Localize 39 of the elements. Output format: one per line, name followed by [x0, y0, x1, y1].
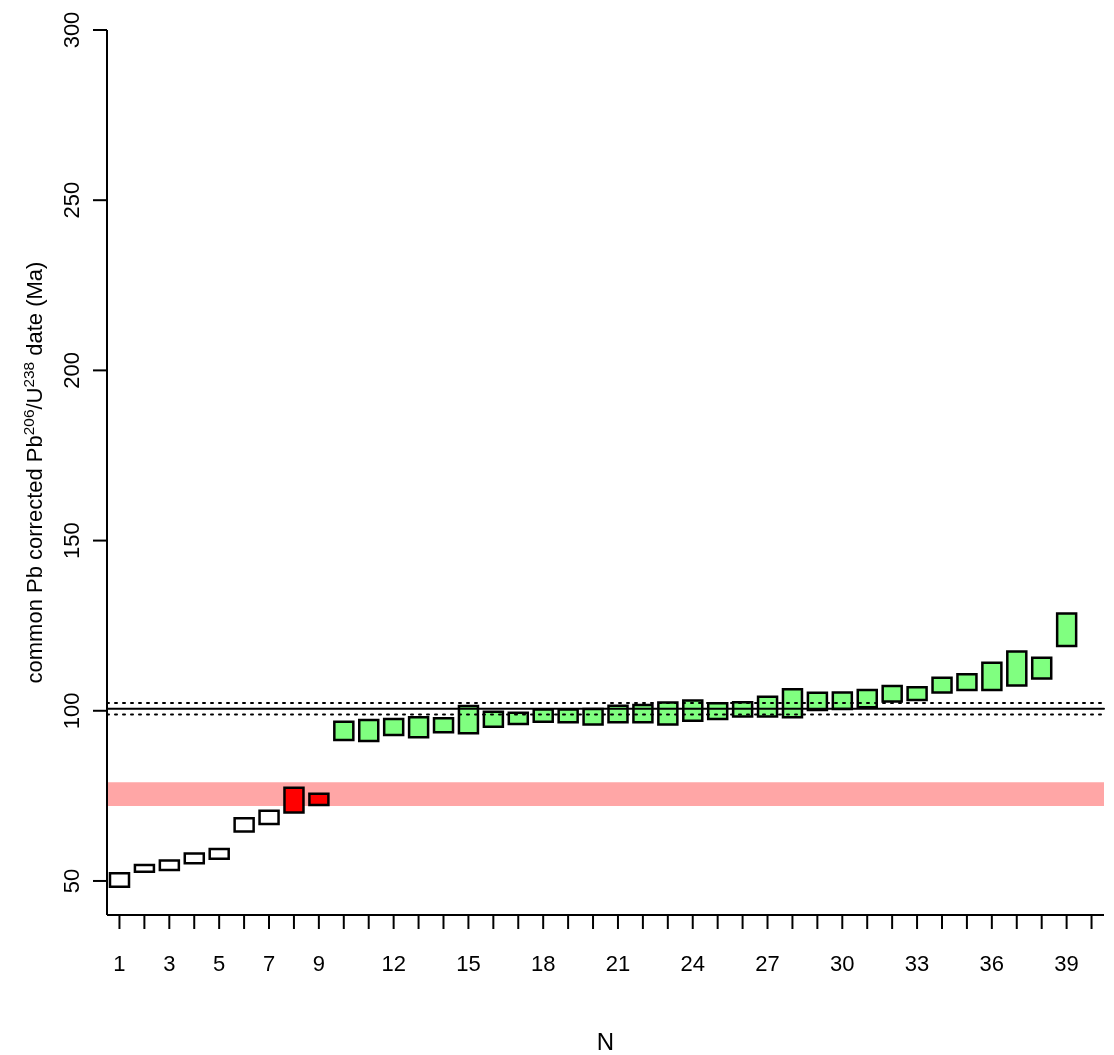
bar	[1030, 656, 1053, 680]
x-axis-title: N	[596, 1028, 615, 1055]
x-tick-label: 27	[755, 951, 780, 976]
x-tick-label: 36	[979, 951, 1005, 976]
x-tick-label: 24	[680, 951, 705, 976]
x-tick-label: 5	[213, 951, 226, 976]
x-tick-label: 9	[312, 951, 325, 976]
x-tick-label: 33	[904, 951, 930, 976]
bar	[233, 817, 255, 833]
bar	[1055, 612, 1078, 648]
bar	[208, 847, 230, 861]
bar	[158, 859, 181, 872]
y-tick-label: 50	[59, 868, 84, 894]
y-tick-label: 250	[59, 181, 84, 219]
x-tick-label: 7	[262, 951, 276, 976]
bar	[258, 809, 280, 826]
y-tick-label: 150	[59, 522, 84, 559]
bar	[382, 717, 405, 737]
x-tick-label: 3	[163, 951, 176, 976]
x-tick-label: 30	[830, 951, 855, 976]
y-tick-label: 200	[59, 352, 84, 389]
bar	[283, 786, 305, 814]
bar	[931, 676, 953, 694]
x-tick-label: 18	[530, 951, 556, 976]
bar	[133, 863, 156, 874]
x-tick-label: 15	[456, 951, 481, 976]
bar	[333, 720, 355, 742]
bar	[956, 673, 978, 692]
x-tick-label: 1	[113, 951, 126, 976]
bar	[308, 792, 330, 807]
bar	[358, 718, 380, 743]
bar	[1006, 650, 1028, 687]
x-tick-label: 12	[381, 951, 406, 976]
bar	[981, 661, 1003, 692]
y-tick-label: 300	[59, 11, 84, 49]
x-tick-label: 39	[1054, 951, 1079, 976]
x-tick-label: 21	[605, 951, 631, 976]
y-tick-label: 100	[59, 692, 84, 730]
bar	[183, 852, 206, 865]
